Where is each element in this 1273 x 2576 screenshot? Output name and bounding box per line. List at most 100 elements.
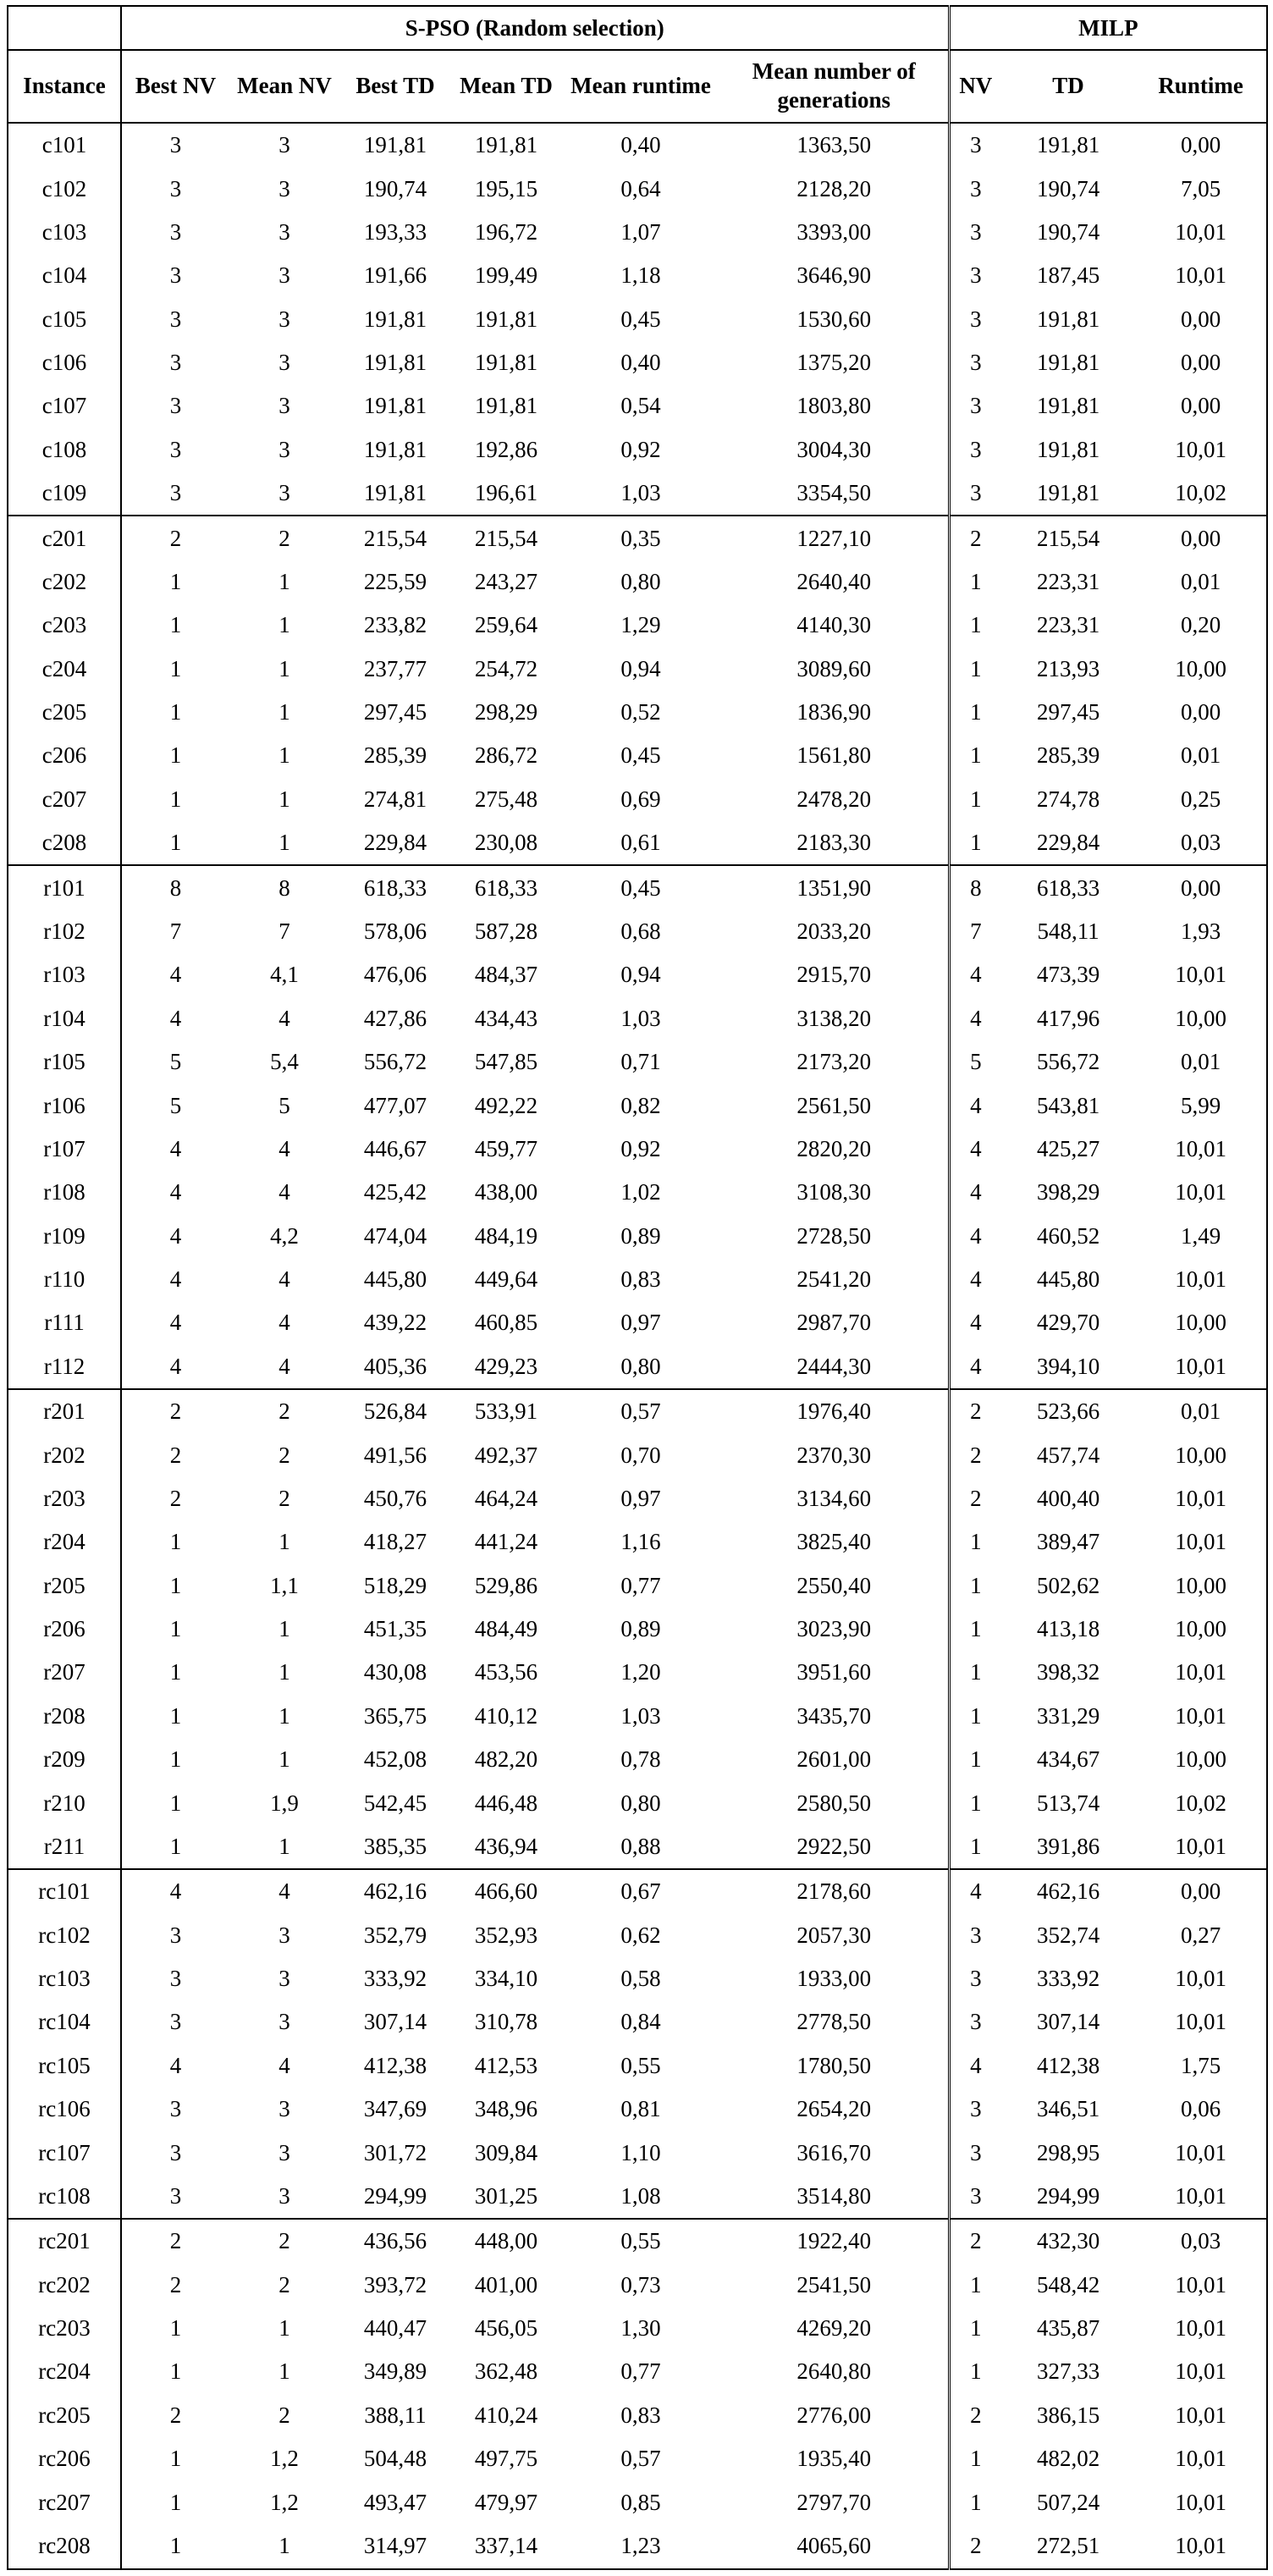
mean-td-cell: 401,00 bbox=[474, 2271, 538, 2297]
mean-nv-cell: 2 bbox=[278, 2271, 290, 2297]
results-table: S-PSO (Random selection) MILP Instance B… bbox=[7, 5, 1269, 2571]
mean-runtime-cell: 1,29 bbox=[620, 612, 661, 638]
table-row: c103 3 3 193,33 196,72 1,07 3393,00 3 190,74 10,0… bbox=[7, 210, 1269, 255]
table-row: rc105 4 4 412,38 412,53 0,55 1780,50 4 412,38 1,7… bbox=[7, 2044, 1269, 2088]
instance-cell: r110 bbox=[7, 1257, 122, 1302]
best-nv-cell: 1 bbox=[169, 786, 182, 812]
milp-nv-cell: 1 bbox=[947, 2306, 1002, 2351]
milp-nv-cell: 3 bbox=[947, 472, 1002, 516]
mean-runtime-cell: 0,77 bbox=[620, 1572, 661, 1598]
mean-nv-cell: 3 bbox=[278, 132, 290, 158]
mean-runtime-cell: 0,55 bbox=[561, 2218, 720, 2264]
milp-td-cell: 213,93 bbox=[1036, 655, 1100, 681]
mean-generations-cell: 2057,30 bbox=[796, 1922, 872, 1948]
mean-runtime-cell: 0,58 bbox=[620, 1966, 661, 1992]
mean-runtime-cell: 0,89 bbox=[620, 1616, 661, 1642]
mean-nv-cell: 3 bbox=[278, 2096, 290, 2122]
best-td-cell: 440,47 bbox=[363, 2315, 427, 2342]
milp-nv-cell: 5 bbox=[947, 1040, 1002, 1084]
mean-td-cell: 301,25 bbox=[474, 2182, 538, 2209]
best-nv-cell: 1 bbox=[169, 742, 182, 769]
mean-td-cell: 191,81 bbox=[474, 350, 538, 376]
mean-td-cell: 286,72 bbox=[474, 742, 538, 769]
instance-cell: r112 bbox=[7, 1344, 122, 1389]
mean-td-cell: 436,94 bbox=[474, 1833, 538, 1859]
mean-nv-cell: 3 bbox=[278, 480, 290, 506]
mean-nv-cell: 4 bbox=[278, 1005, 290, 1031]
milp-runtime-cell: 10,01 bbox=[1135, 2174, 1269, 2220]
mean-generations-cell: 2033,20 bbox=[796, 918, 872, 945]
mean-td-cell: 441,24 bbox=[474, 1529, 538, 1555]
mean-nv-cell: 3 bbox=[278, 175, 290, 201]
mean-nv-cell: 4 bbox=[278, 1353, 290, 1379]
milp-nv-cell: 1 bbox=[947, 1607, 1002, 1652]
mean-nv-cell: 3 bbox=[278, 393, 290, 419]
milp-td-cell: 425,27 bbox=[1036, 1135, 1100, 1161]
table-row: c201 2 2 215,54 215,54 0,35 1227,10 2 215,54 0,00 bbox=[7, 515, 1269, 560]
milp-td-cell: 618,33 bbox=[1001, 864, 1136, 910]
milp-runtime-cell: 5,99 bbox=[1135, 1084, 1269, 1128]
best-td-cell: 285,39 bbox=[363, 742, 427, 769]
milp-runtime-cell: 10,01 bbox=[1135, 2350, 1269, 2394]
best-td-cell: 385,35 bbox=[363, 1833, 427, 1859]
mean-runtime-column-header: Mean runtime bbox=[561, 49, 720, 124]
mean-nv-cell: 4 bbox=[278, 1266, 290, 1293]
mean-td-cell: 192,86 bbox=[474, 436, 538, 462]
milp-runtime-cell: 1,49 bbox=[1135, 1214, 1269, 1258]
mean-nv-cell: 1 bbox=[278, 1529, 290, 1555]
instance-cell: c108 bbox=[7, 427, 122, 472]
mean-nv-cell: 4 bbox=[278, 1310, 290, 1336]
milp-nv-cell: 3 bbox=[947, 123, 1002, 168]
best-nv-cell: 4 bbox=[169, 1353, 182, 1379]
best-nv-cell: 3 bbox=[169, 350, 182, 376]
mean-runtime-cell: 0,67 bbox=[561, 1868, 720, 1914]
milp-runtime-cell: 10,01 bbox=[1135, 2306, 1269, 2351]
table-row: r108 4 4 425,42 438,00 1,02 3108,30 4 398,29 10,0… bbox=[7, 1171, 1269, 1215]
mean-td-cell: 429,23 bbox=[474, 1353, 538, 1379]
mean-generations-cell: 2797,70 bbox=[796, 2489, 872, 2515]
instance-cell: rc206 bbox=[7, 2437, 122, 2481]
best-td-cell: 233,82 bbox=[363, 612, 427, 638]
mean-nv-cell: 2 bbox=[278, 1442, 290, 1468]
milp-group-header: MILP bbox=[947, 5, 1269, 50]
milp-runtime-cell: 10,01 bbox=[1135, 2000, 1269, 2044]
best-nv-cell: 4 bbox=[169, 1005, 182, 1031]
mean-td-cell: 191,81 bbox=[474, 306, 538, 332]
mean-td-cell: 275,48 bbox=[474, 786, 538, 812]
milp-td-cell: 272,51 bbox=[1001, 2524, 1136, 2571]
best-td-cell: 225,59 bbox=[363, 568, 427, 594]
mean-generations-cell: 3089,60 bbox=[796, 655, 872, 681]
mean-td-cell: 259,64 bbox=[474, 612, 538, 638]
table-row: r210 1 1,9 542,45 446,48 0,80 2580,50 1 513,74 10… bbox=[7, 1781, 1269, 1825]
mean-generations-cell: 1375,20 bbox=[796, 350, 872, 376]
milp-runtime-cell: 10,00 bbox=[1135, 1564, 1269, 1608]
best-td-cell: 451,35 bbox=[363, 1616, 427, 1642]
milp-nv-cell: 1 bbox=[947, 777, 1002, 822]
best-nv-cell: 5 bbox=[169, 1049, 182, 1075]
milp-runtime-cell: 0,20 bbox=[1135, 604, 1269, 648]
results-table-body: c101 3 3 191,81 191,81 0,40 1363,50 3 191,81 0,00… bbox=[7, 123, 1269, 2571]
best-td-cell: 191,81 bbox=[363, 480, 427, 506]
mean-nv-cell: 1 bbox=[278, 655, 290, 681]
instance-cell: c102 bbox=[7, 167, 122, 211]
best-nv-cell: 2 bbox=[121, 2218, 229, 2264]
mean-generations-cell: 2820,20 bbox=[796, 1135, 872, 1161]
mean-td-cell: 254,72 bbox=[474, 655, 538, 681]
milp-runtime-cell: 0,25 bbox=[1135, 777, 1269, 822]
best-nv-cell: 1 bbox=[169, 568, 182, 594]
mean-nv-cell: 3 bbox=[278, 1922, 290, 1948]
instance-cell: r107 bbox=[7, 1127, 122, 1172]
table-row: r206 1 1 451,35 484,49 0,89 3023,90 1 413,18 10,0… bbox=[7, 1607, 1269, 1652]
milp-runtime-cell: 10,01 bbox=[1135, 254, 1269, 298]
table-row: r204 1 1 418,27 441,24 1,16 3825,40 1 389,47 10,0… bbox=[7, 1520, 1269, 1564]
best-nv-cell: 3 bbox=[169, 1966, 182, 1992]
group-header-row: S-PSO (Random selection) MILP bbox=[7, 5, 1269, 50]
mean-runtime-cell: 0,35 bbox=[561, 515, 720, 560]
mean-nv-cell: 4 bbox=[278, 2052, 290, 2078]
mean-runtime-cell: 0,85 bbox=[620, 2489, 661, 2515]
milp-td-cell: 190,74 bbox=[1036, 218, 1100, 245]
table-row: r112 4 4 405,36 429,23 0,80 2444,30 4 394,10 10,0… bbox=[7, 1344, 1269, 1389]
milp-td-cell: 507,24 bbox=[1036, 2489, 1100, 2515]
milp-nv-cell: 4 bbox=[947, 1214, 1002, 1258]
